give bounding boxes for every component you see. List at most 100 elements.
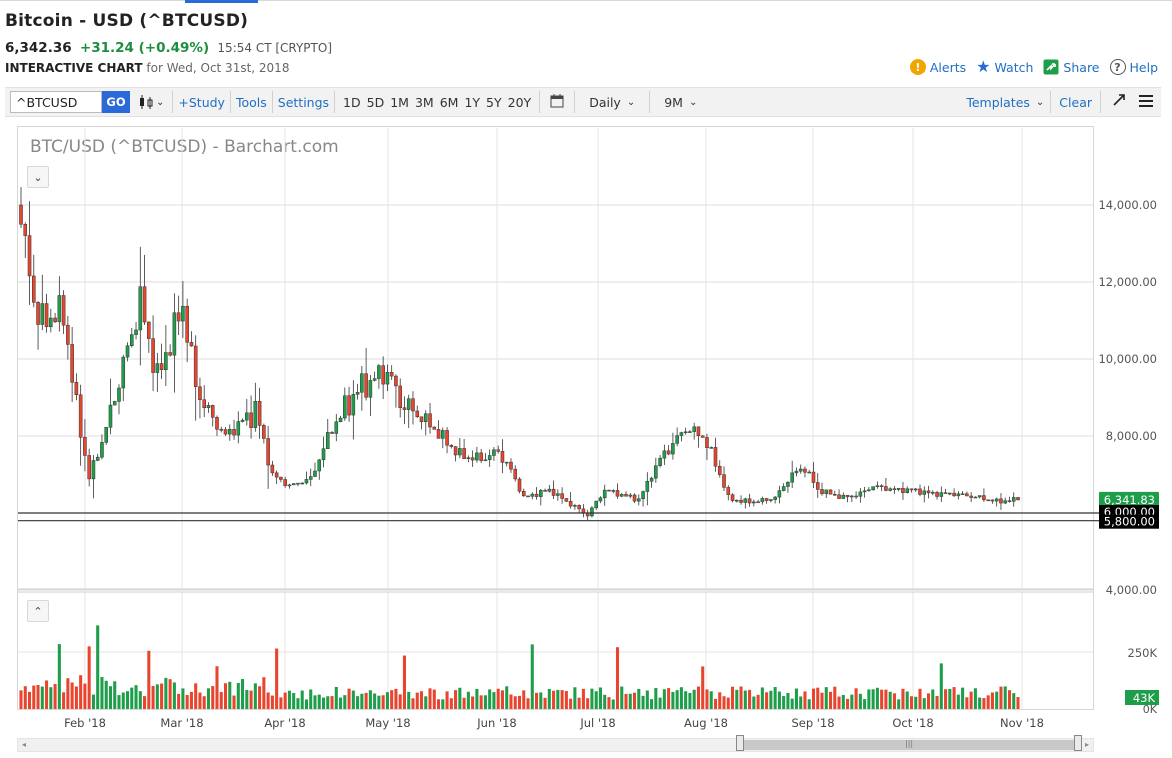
interval-value: Daily [589, 94, 621, 110]
x-tick-label: Jun '18 [476, 716, 516, 730]
symbol-input[interactable] [10, 91, 102, 113]
toolbar-divider [229, 91, 231, 113]
scroll-thumb[interactable] [740, 740, 1080, 750]
y-tick-label: 12,000.00 [1098, 275, 1157, 289]
scroll-handle-left[interactable] [736, 735, 744, 751]
chevron-down-icon: ⌄ [626, 96, 636, 108]
x-tick-label: Apr '18 [264, 716, 305, 730]
grip-icon: ||| [905, 739, 914, 748]
tools-button[interactable]: Tools [235, 94, 267, 110]
quote-time: 15:54 CT [CRYPTO] [217, 41, 332, 55]
clear-button[interactable]: Clear [1059, 94, 1092, 110]
chart-toolbar: GO ⌄ +Study Tools Settings 1D 5D 1M 3M 6… [5, 87, 1161, 117]
toolbar-divider [172, 91, 174, 113]
study-button[interactable]: +Study [178, 94, 225, 110]
collapse-volume-button[interactable]: ⌃ [27, 600, 49, 622]
interval-select[interactable]: Daily ⌄ [577, 95, 647, 110]
toolbar-divider [1050, 91, 1052, 113]
collapse-price-button[interactable]: ⌄ [27, 166, 49, 188]
calendar-button[interactable] [542, 93, 572, 111]
scroll-left-icon[interactable]: ◂ [22, 740, 27, 749]
chart-container[interactable] [17, 126, 1094, 710]
active-tab-indicator [185, 0, 258, 3]
hamburger-icon [1139, 94, 1153, 107]
page-title: Bitcoin - USD (^BTCUSD) [5, 11, 249, 31]
help-link[interactable]: ? Help [1109, 59, 1159, 75]
scroll-right-icon[interactable]: ▸ [1084, 740, 1089, 749]
period-5y[interactable]: 5Y [486, 94, 502, 110]
x-tick-label: Sep '18 [791, 716, 834, 730]
top-border [0, 0, 1172, 1]
period-1m[interactable]: 1M [390, 94, 409, 110]
chart-date: for Wed, Oct 31st, 2018 [146, 61, 290, 75]
toolbar-divider [1100, 91, 1101, 113]
fullscreen-button[interactable] [1103, 94, 1135, 110]
watch-label: Watch [994, 59, 1034, 75]
period-20y[interactable]: 20Y [507, 94, 532, 110]
alerts-label: Alerts [929, 59, 967, 75]
y-tick-label: 4,000.00 [1106, 583, 1157, 597]
watch-link[interactable]: ★ Watch [976, 57, 1034, 76]
period-6m[interactable]: 6M [439, 94, 459, 110]
interactive-label: INTERACTIVE CHART [5, 61, 143, 75]
alert-icon: ! [909, 59, 926, 75]
interactive-chart-label: INTERACTIVE CHART for Wed, Oct 31st, 201… [5, 61, 289, 75]
calendar-icon [550, 93, 564, 107]
y-tick-label: 10,000.00 [1098, 352, 1157, 366]
x-tick-label: Nov '18 [1000, 716, 1044, 730]
help-label: Help [1129, 59, 1159, 75]
menu-button[interactable] [1135, 94, 1161, 110]
period-1d[interactable]: 1D [343, 94, 361, 110]
period-5d[interactable]: 5D [366, 94, 385, 110]
share-icon [1043, 59, 1059, 75]
x-tick-label: Aug '18 [684, 716, 728, 730]
volume-last-label: 43K [1133, 691, 1156, 705]
volume-last-tag [1125, 690, 1159, 705]
x-tick-label: Jul '18 [579, 716, 615, 730]
reference-price-tag [1099, 514, 1159, 529]
toolbar-divider [539, 91, 541, 113]
price-change: +31.24 (+0.49%) [79, 40, 210, 56]
period-1y[interactable]: 1Y [464, 94, 481, 110]
settings-button[interactable]: Settings [277, 94, 330, 110]
star-icon: ★ [976, 57, 991, 76]
scroll-handle-right[interactable] [1074, 735, 1082, 751]
last-price: 6,342.36 [5, 40, 72, 56]
chart-scrollbar[interactable]: ◂ ||| ▸ [17, 735, 1094, 752]
chevron-down-icon: ⌄ [156, 96, 165, 108]
last-price-label: 6,341.83 [1104, 493, 1155, 507]
chevron-up-icon: ⌃ [33, 604, 43, 618]
y-tick-label: 14,000.00 [1098, 198, 1157, 212]
range-select[interactable]: 9M ⌄ [652, 95, 709, 110]
candlestick-icon [140, 95, 153, 109]
chevron-down-icon: ⌄ [1035, 96, 1045, 108]
reference-price-tag [1099, 505, 1159, 519]
volume-zero-label: 0K [1143, 703, 1158, 716]
quote-line: 6,342.36 +31.24 (+0.49%) 15:54 CT [CRYPT… [5, 40, 332, 56]
y-tick-label: 8,000.00 [1106, 429, 1157, 443]
expand-icon [1113, 94, 1125, 106]
share-link[interactable]: Share [1043, 59, 1100, 75]
templates-select[interactable]: Templates ⌄ [962, 95, 1048, 110]
range-value: 9M [664, 94, 683, 110]
x-tick-label: Oct '18 [892, 716, 933, 730]
chart-type-button[interactable]: ⌄ [138, 95, 164, 109]
toolbar-divider [271, 91, 273, 113]
toolbar-divider [334, 91, 336, 113]
alerts-link[interactable]: ! Alerts [909, 59, 967, 75]
toolbar-divider [574, 91, 576, 113]
chevron-down-icon: ⌄ [33, 170, 43, 184]
reference-price-label: 5,800.00 [1104, 515, 1155, 529]
chevron-down-icon: ⌄ [688, 96, 698, 108]
help-icon: ? [1109, 59, 1126, 75]
volume-tick-label: 250K [1128, 646, 1158, 660]
x-tick-label: Mar '18 [160, 716, 203, 730]
last-price-tag [1099, 491, 1159, 507]
period-3m[interactable]: 3M [414, 94, 434, 110]
reference-price-label: 6,000.00 [1104, 505, 1155, 519]
x-tick-label: Feb '18 [64, 716, 106, 730]
header-actions: ! Alerts ★ Watch Share ? Help [909, 57, 1159, 76]
share-label: Share [1063, 59, 1100, 75]
go-button[interactable]: GO [102, 91, 130, 113]
templates-label: Templates [966, 94, 1030, 110]
